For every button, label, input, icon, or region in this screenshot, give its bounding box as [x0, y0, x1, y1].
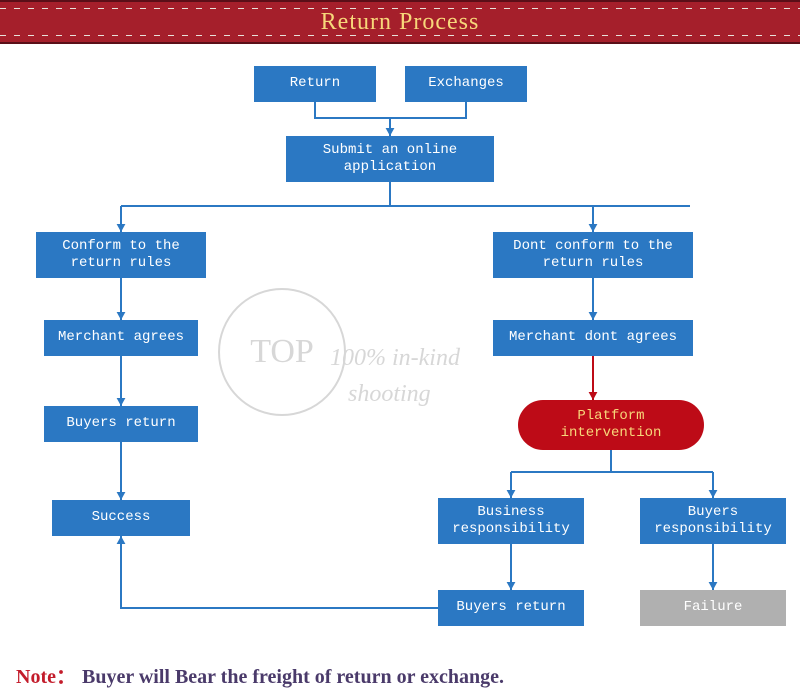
watermark-slogan: 100% in-kind shooting [330, 340, 460, 412]
flow-node-buyers-return-right: Buyers return [438, 590, 584, 626]
diagram-canvas: Return Process TOP 100% in-kind shooting… [0, 0, 800, 695]
flow-node-merchant-agrees: Merchant agrees [44, 320, 198, 356]
footnote: Note： Buyer will Bear the freight of retu… [16, 660, 504, 689]
flow-node-failure: Failure [640, 590, 786, 626]
footnote-text: Buyer will Bear the freight of return or… [82, 666, 504, 688]
header-title: Return Process [321, 9, 480, 36]
flow-node-business-resp: Business responsibility [438, 498, 584, 544]
flow-node-submit: Submit an online application [286, 136, 494, 182]
flow-node-dont-conform: Dont conform to the return rules [493, 232, 693, 278]
flow-node-platform: Platform intervention [518, 400, 704, 450]
flow-node-success: Success [52, 500, 190, 536]
flow-node-buyers-return-left: Buyers return [44, 406, 198, 442]
flow-node-buyers-resp: Buyers responsibility [640, 498, 786, 544]
flow-node-exchanges: Exchanges [405, 66, 527, 102]
footnote-label: Note： [16, 666, 76, 688]
flow-node-return: Return [254, 66, 376, 102]
flow-node-conform: Conform to the return rules [36, 232, 206, 278]
flow-node-merchant-dont: Merchant dont agrees [493, 320, 693, 356]
watermark-top-text: TOP [250, 333, 314, 371]
watermark-top-stamp: TOP [218, 288, 346, 416]
header-banner: Return Process [0, 0, 800, 44]
